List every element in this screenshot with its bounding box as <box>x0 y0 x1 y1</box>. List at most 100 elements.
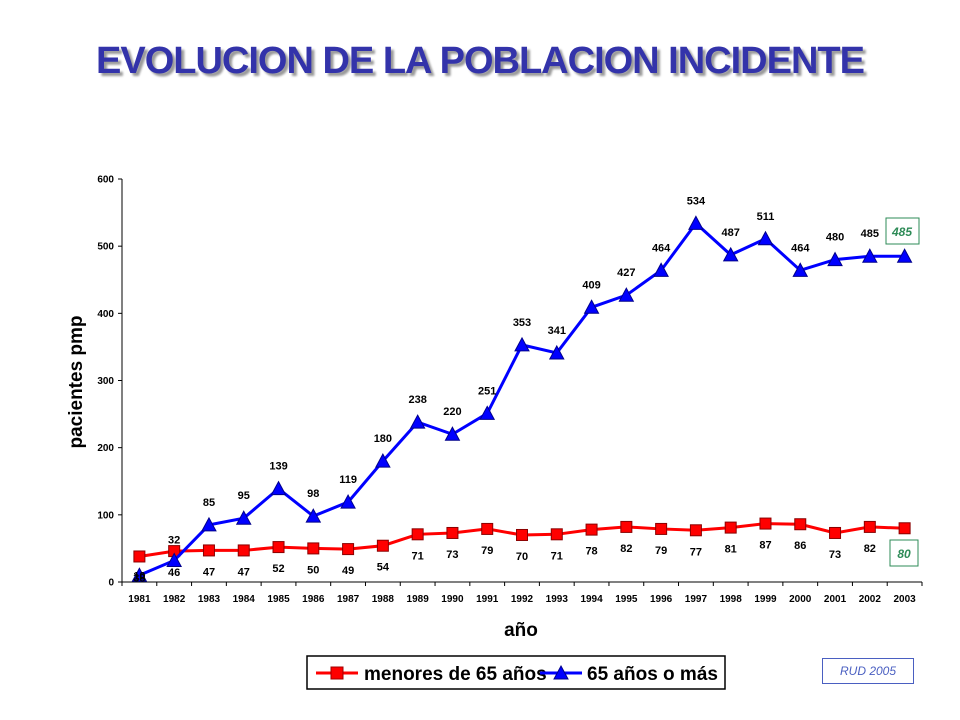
x-tick-label: 1987 <box>337 594 360 605</box>
data-label-under65: 38 <box>133 572 145 584</box>
data-point-under65 <box>620 520 633 533</box>
x-tick-label: 2002 <box>859 594 882 605</box>
data-point-over65 <box>270 480 287 496</box>
data-point-over65 <box>201 516 217 532</box>
data-label-over65: 480 <box>826 232 844 244</box>
data-label-over65: 220 <box>443 406 461 418</box>
data-label-under65: 77 <box>690 546 702 558</box>
data-point-under65 <box>550 528 563 541</box>
data-point-under65 <box>516 528 528 541</box>
y-axis-label: pacientes pmp <box>66 315 87 448</box>
data-label-under65: 49 <box>342 565 354 577</box>
x-tick-label: 1989 <box>407 594 430 605</box>
legend: menores de 65 años 65 años o más <box>306 655 726 690</box>
y-tick-label: 0 <box>108 578 114 589</box>
data-label-under65: 79 <box>655 545 667 557</box>
data-point-over65 <box>792 262 809 277</box>
x-tick-label: 1998 <box>720 594 743 605</box>
data-label-over65: 32 <box>168 535 180 547</box>
data-label-under65: 71 <box>412 550 424 562</box>
legend-label-under65: menores de 65 años <box>364 664 547 685</box>
data-point-over65 <box>688 215 704 230</box>
data-point-over65 <box>583 299 600 314</box>
y-tick-label: 500 <box>97 242 114 253</box>
x-tick-label: 1981 <box>128 594 151 605</box>
x-tick-label: 2001 <box>824 594 847 605</box>
data-point-over65 <box>375 453 391 468</box>
data-point-under65 <box>689 524 702 537</box>
end-annotation-over65-text: 485 <box>891 225 912 239</box>
data-label-under65: 47 <box>238 566 250 578</box>
data-point-under65 <box>481 522 494 535</box>
data-label-under65: 82 <box>864 543 876 555</box>
data-point-over65 <box>409 414 426 429</box>
x-tick-label: 1995 <box>615 594 638 605</box>
x-tick-label: 1992 <box>511 594 534 605</box>
data-label-over65: 139 <box>269 461 287 473</box>
x-tick-label: 1993 <box>546 594 569 605</box>
data-label-over65: 119 <box>339 474 357 486</box>
data-label-over65: 464 <box>791 242 810 254</box>
data-label-over65: 180 <box>374 433 392 445</box>
data-label-under65: 79 <box>481 545 493 557</box>
data-point-over65 <box>340 494 356 509</box>
x-tick-label: 1991 <box>476 594 499 605</box>
data-labels: 38 46 47 47 52 50 49 54 71 73 79 70 71 78 82 79 77 81 87 86… <box>133 195 879 584</box>
data-label-over65: 95 <box>238 490 250 502</box>
data-point-under65 <box>202 544 215 557</box>
end-annotation-under65: 80 <box>889 539 919 567</box>
data-label-over65: 251 <box>478 385 496 397</box>
data-label-over65: 409 <box>582 279 600 291</box>
x-tick-label: 2003 <box>893 594 916 605</box>
data-point-under65 <box>585 523 598 536</box>
end-annotation-over65: 485 <box>885 217 920 245</box>
data-point-over65 <box>618 287 635 302</box>
data-point-over65 <box>653 262 669 277</box>
data-point-over65 <box>514 336 530 352</box>
data-point-over65 <box>827 251 843 267</box>
x-tick-label: 1988 <box>372 594 395 605</box>
data-label-over65: 511 <box>757 211 775 223</box>
data-label-under65: 47 <box>203 566 215 578</box>
x-axis-label: año <box>504 620 538 641</box>
series-line-over65 <box>138 221 905 577</box>
data-point-over65 <box>548 344 565 360</box>
data-label-over65: 353 <box>513 317 531 329</box>
x-tick-label: 1997 <box>685 594 708 605</box>
y-tick-label: 600 <box>97 175 114 186</box>
data-label-under65: 73 <box>446 549 458 561</box>
data-label-under65: 86 <box>794 540 806 552</box>
data-point-under65 <box>237 544 250 557</box>
legend-marker-over65 <box>553 664 569 680</box>
data-label-over65: 85 <box>203 497 215 509</box>
data-label-over65: 10 <box>133 570 145 582</box>
data-label-over65: 464 <box>652 242 671 254</box>
x-tick-label: 1984 <box>233 594 256 605</box>
y-tick-label: 300 <box>97 376 114 387</box>
x-ticks: 1981 1982 1983 1984 1985 1986 1987 1988 1989 1990… <box>121 582 923 605</box>
data-point-under65 <box>133 550 146 563</box>
data-point-under65 <box>376 539 389 552</box>
data-point-under65 <box>446 526 459 539</box>
chart-title: EVOLUCION DE LA POBLACION INCIDENTE <box>96 40 865 82</box>
data-label-under65: 71 <box>551 550 563 562</box>
data-point-under65 <box>759 517 772 530</box>
y-tick-label: 200 <box>97 443 114 454</box>
data-label-over65: 341 <box>548 325 566 337</box>
data-point-over65 <box>131 567 148 582</box>
data-label-under65: 87 <box>759 540 771 552</box>
x-tick-label: 1999 <box>754 594 777 605</box>
data-point-under65 <box>342 543 355 556</box>
data-point-under65 <box>411 528 424 541</box>
data-label-over65: 98 <box>307 488 319 500</box>
x-tick-label: 1985 <box>267 594 290 605</box>
x-tick-label: 1983 <box>198 594 221 605</box>
data-label-under65: 82 <box>620 543 632 555</box>
data-point-under65 <box>307 542 320 555</box>
data-label-under65: 78 <box>585 546 597 558</box>
legend-label-over65: 65 años o más <box>587 664 718 685</box>
end-annotation-under65-text: 80 <box>897 547 911 561</box>
data-point-over65 <box>722 246 739 262</box>
data-point-under65 <box>655 522 668 535</box>
